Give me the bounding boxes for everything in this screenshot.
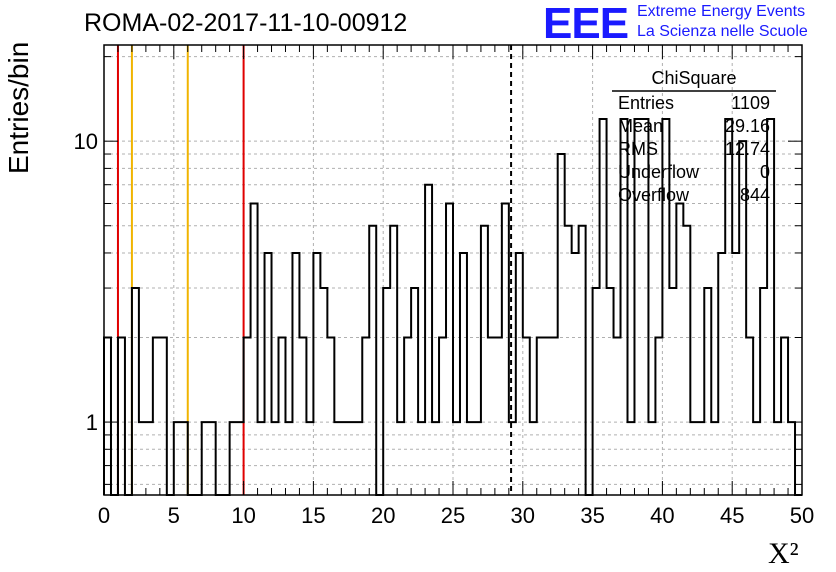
x-tick-label: 20 bbox=[371, 503, 395, 528]
x-tick-label: 25 bbox=[441, 503, 465, 528]
stats-label: Underflow bbox=[618, 162, 700, 182]
stats-label: Overflow bbox=[618, 185, 690, 205]
logo-caption-line2: La Scienza nelle Scuole bbox=[637, 23, 808, 40]
x-tick-label: 50 bbox=[790, 503, 814, 528]
x-tick-label: 15 bbox=[301, 503, 325, 528]
axes bbox=[103, 44, 803, 496]
x-tick-label: 35 bbox=[580, 503, 604, 528]
logo-caption-line1: Extreme Energy Events bbox=[637, 3, 806, 20]
x-tick-label: 45 bbox=[720, 503, 744, 528]
x-tick-label: 0 bbox=[98, 503, 110, 528]
stats-value: 1109 bbox=[731, 93, 770, 113]
stats-value: 12.74 bbox=[724, 139, 770, 159]
eee-logo: EEE bbox=[543, 0, 629, 48]
stats-value: 0 bbox=[759, 162, 770, 182]
histogram-bins bbox=[103, 117, 802, 496]
tick-labels: 0 5 10 15 20 25 30 35 40 45 50 1 10 bbox=[74, 129, 815, 528]
x-tick-label: 10 bbox=[231, 503, 255, 528]
stats-value: 844 bbox=[739, 185, 770, 205]
y-tick-label: 1 bbox=[86, 410, 98, 435]
chart-title: ROMA-02-2017-11-10-00912 bbox=[84, 9, 408, 37]
x-tick-label: 30 bbox=[511, 503, 535, 528]
stats-value: 29.16 bbox=[724, 116, 770, 136]
x-axis-label: X² bbox=[768, 537, 799, 570]
stats-label: Mean bbox=[618, 116, 664, 136]
x-tick-label: 5 bbox=[168, 503, 180, 528]
stats-label: RMS bbox=[618, 139, 658, 159]
stats-label: Entries bbox=[618, 93, 675, 113]
y-tick-label: 10 bbox=[74, 129, 98, 154]
stats-title: ChiSquare bbox=[651, 68, 737, 88]
x-tick-label: 40 bbox=[650, 503, 674, 528]
histogram-outline bbox=[103, 117, 802, 496]
